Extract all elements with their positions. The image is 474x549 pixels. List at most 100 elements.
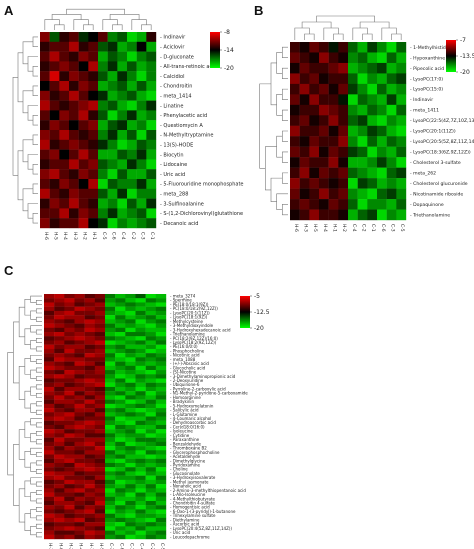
heatmap-cell [54,479,65,485]
heatmap-cell [64,391,75,396]
heatmap-cell [125,458,136,464]
heatmap-cell [49,32,60,42]
heatmap-cell [357,94,368,106]
heatmap-cell [309,199,320,210]
heatmap-cell [136,41,147,52]
heatmap-cell [64,315,75,320]
heatmap-cell [40,159,50,170]
heatmap-cell [54,458,65,464]
heatmap-cell [127,149,137,160]
heatmap-cell [145,361,157,367]
heatmap-cell [135,323,146,328]
heatmap-cell [64,513,75,519]
heatmap-cell [145,450,157,455]
legend-tick-label: -5 [254,293,260,300]
heatmap-cell [135,429,146,434]
heatmap-cell [348,136,358,147]
heatmap-cell [107,130,118,140]
heatmap-cell [107,90,118,101]
heatmap-cell [117,179,128,189]
heatmap-cell [127,81,137,91]
heatmap-cell [78,159,89,170]
heatmap-cell [84,361,96,367]
heatmap-cell [299,52,310,64]
heatmap-cell [367,94,378,106]
heatmap-cell [357,125,368,137]
heatmap-cell [64,348,75,354]
heatmap-cell [54,365,65,371]
heatmap-cell [145,479,157,485]
heatmap-cell [74,471,85,476]
heatmap-cell [338,52,349,64]
heatmap-cell [135,302,146,307]
heatmap-cell [94,395,106,400]
heatmap-cell [290,115,300,126]
heatmap-cell [74,522,85,527]
row-label: - meta_1411 [410,108,439,114]
heatmap-cell [69,100,79,111]
heatmap-cell [59,198,70,209]
heatmap-cell [44,522,55,527]
heatmap-cell [105,357,116,362]
heatmap-cell [367,115,378,126]
panel-label-b: B [254,3,264,18]
heatmap-cell [54,378,65,383]
heatmap-cell [125,505,136,510]
heatmap-cell [155,395,167,400]
column-label: H-3 [47,543,53,549]
heatmap-cell [396,73,407,85]
heatmap-cell [74,336,85,341]
heatmap-cell [64,403,75,409]
heatmap-cell [396,62,407,74]
heatmap-cell [117,100,128,111]
heatmap-cell [348,125,358,137]
row-label: - Aciclovir [160,44,185,50]
column-label: C-6 [380,224,386,232]
heatmap-cell [44,492,55,497]
heatmap-cell [357,42,368,53]
heatmap-cell [135,530,146,535]
heatmap-cell [136,61,147,72]
heatmap-cell [386,209,397,221]
heatmap-cell [94,319,106,324]
heatmap-cell [40,149,50,160]
row-label: - LysoPC(15:0) [410,87,443,93]
heatmap-cell [357,83,368,95]
row-label: - Indinavir [160,35,186,41]
row-label: - 3-Sulfinoalanine [160,201,204,207]
heatmap-cell [84,357,96,362]
heatmap-cell [136,81,147,91]
heatmap-cell [105,496,116,502]
heatmap-cell [98,179,108,189]
heatmap-cell [105,323,116,328]
heatmap-cell [135,412,146,417]
heatmap-cell [44,315,55,320]
heatmap-cell [115,365,126,371]
heatmap-cell [125,454,136,459]
heatmap-cell [74,479,85,485]
heatmap-cell [64,505,75,510]
heatmap-cell [84,374,96,379]
heatmap-cell [105,412,116,417]
heatmap-cell [74,395,85,400]
heatmap-cell [64,298,75,303]
heatmap-cell [74,315,85,320]
heatmap-cell [105,353,116,358]
heatmap-cell [328,188,339,200]
heatmap-cell [69,218,79,229]
heatmap-cell [145,357,157,362]
heatmap-cell [386,178,397,189]
heatmap-cell [115,378,126,383]
row-label: - Paraxanthine [170,437,200,442]
column-label: H-5 [53,232,59,240]
heatmap-cell [117,81,128,91]
heatmap-cell [64,458,75,464]
heatmap-cell [98,218,108,229]
heatmap-cell [84,433,96,438]
heatmap-cell [145,526,157,531]
heatmap-cell [49,169,60,180]
heatmap-cell [136,110,147,121]
heatmap-cell [44,386,55,392]
heatmap-cell [146,90,157,101]
heatmap-cell [319,52,329,64]
